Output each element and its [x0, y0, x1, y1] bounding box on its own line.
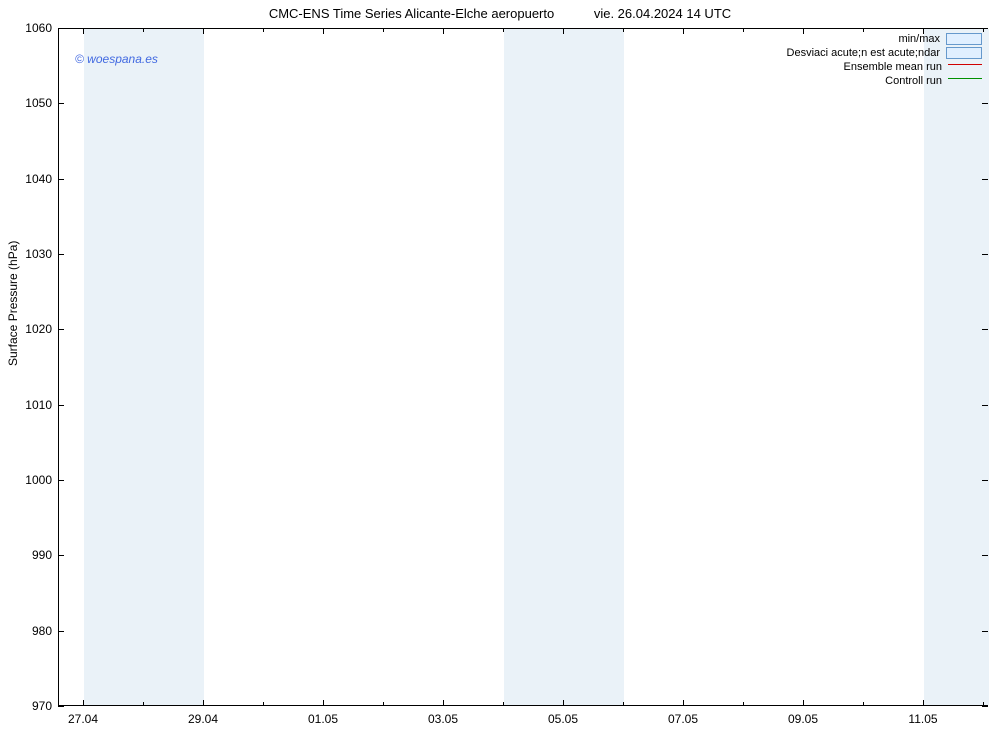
y-tick-label: 1050: [2, 96, 52, 110]
y-tick: [58, 555, 64, 556]
x-tick: [683, 700, 684, 706]
legend-item: Desviaci acute;n est acute;ndar: [787, 46, 982, 60]
legend-label: Desviaci acute;n est acute;ndar: [787, 47, 940, 59]
y-tick-label: 970: [2, 699, 52, 713]
y-tick: [58, 103, 64, 104]
legend-label: Ensemble mean run: [844, 61, 942, 73]
x-tick-label: 07.05: [658, 712, 708, 726]
x-minor-tick: [263, 28, 264, 32]
x-tick: [563, 28, 564, 34]
y-tick: [982, 555, 988, 556]
y-tick: [982, 480, 988, 481]
legend-item: Ensemble mean run: [787, 60, 982, 74]
x-tick-label: 27.04: [58, 712, 108, 726]
y-tick: [58, 631, 64, 632]
x-minor-tick: [743, 28, 744, 32]
x-minor-tick: [863, 702, 864, 706]
y-tick: [58, 179, 64, 180]
title-left: CMC-ENS Time Series Alicante-Elche aerop…: [269, 6, 554, 21]
x-tick-label: 01.05: [298, 712, 348, 726]
x-minor-tick: [983, 28, 984, 32]
y-tick-label: 1060: [2, 21, 52, 35]
x-tick-label: 09.05: [778, 712, 828, 726]
x-tick-label: 11.05: [898, 712, 948, 726]
x-tick: [323, 700, 324, 706]
x-tick: [323, 28, 324, 34]
y-tick-label: 980: [2, 624, 52, 638]
legend-swatch: [946, 47, 982, 59]
x-minor-tick: [383, 702, 384, 706]
x-minor-tick: [743, 702, 744, 706]
y-tick: [58, 329, 64, 330]
x-tick-label: 05.05: [538, 712, 588, 726]
y-tick: [982, 329, 988, 330]
y-tick-label: 1010: [2, 398, 52, 412]
y-tick: [982, 405, 988, 406]
legend-label: Controll run: [885, 75, 942, 87]
legend-swatch: [946, 33, 982, 45]
weekend-shade: [84, 29, 204, 705]
x-minor-tick: [503, 28, 504, 32]
legend-line: [948, 78, 982, 79]
x-minor-tick: [503, 702, 504, 706]
plot-area: [58, 28, 988, 706]
y-tick-label: 1020: [2, 322, 52, 336]
x-tick-label: 03.05: [418, 712, 468, 726]
y-tick-label: 990: [2, 548, 52, 562]
y-tick: [982, 179, 988, 180]
y-tick-label: 1000: [2, 473, 52, 487]
title-right: vie. 26.04.2024 14 UTC: [594, 6, 731, 21]
x-tick-label: 29.04: [178, 712, 228, 726]
x-minor-tick: [143, 28, 144, 32]
y-tick: [58, 254, 64, 255]
y-tick: [58, 706, 64, 707]
x-tick: [443, 28, 444, 34]
x-tick: [803, 28, 804, 34]
x-minor-tick: [383, 28, 384, 32]
y-tick-label: 1030: [2, 247, 52, 261]
x-tick: [923, 28, 924, 34]
x-tick: [923, 700, 924, 706]
chart-container: CMC-ENS Time Series Alicante-Elche aerop…: [0, 0, 1000, 733]
x-minor-tick: [623, 702, 624, 706]
legend-item: Controll run: [787, 74, 982, 88]
legend-label: min/max: [898, 33, 940, 45]
y-tick: [982, 706, 988, 707]
y-tick: [982, 103, 988, 104]
x-tick: [443, 700, 444, 706]
x-tick: [203, 700, 204, 706]
x-minor-tick: [983, 702, 984, 706]
x-tick: [83, 28, 84, 34]
weekend-shade: [924, 29, 989, 705]
y-tick: [58, 405, 64, 406]
x-tick: [203, 28, 204, 34]
y-tick: [982, 631, 988, 632]
y-tick-label: 1040: [2, 172, 52, 186]
legend: min/max Desviaci acute;n est acute;ndar En…: [787, 32, 982, 88]
x-tick: [803, 700, 804, 706]
weekend-shade: [504, 29, 624, 705]
x-minor-tick: [623, 28, 624, 32]
x-tick: [683, 28, 684, 34]
watermark: © woespana.es: [75, 52, 158, 66]
y-tick: [58, 480, 64, 481]
x-minor-tick: [143, 702, 144, 706]
x-minor-tick: [263, 702, 264, 706]
y-tick: [58, 28, 64, 29]
chart-title: CMC-ENS Time Series Alicante-Elche aerop…: [0, 6, 1000, 21]
x-minor-tick: [863, 28, 864, 32]
legend-item: min/max: [787, 32, 982, 46]
x-tick: [83, 700, 84, 706]
legend-line: [948, 64, 982, 65]
y-tick: [982, 254, 988, 255]
x-tick: [563, 700, 564, 706]
